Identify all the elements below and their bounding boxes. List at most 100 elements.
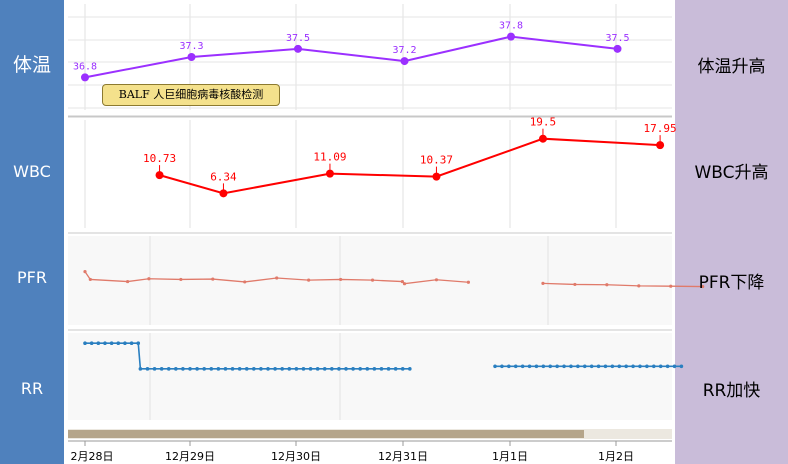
rr-point: [244, 367, 249, 371]
rr-point: [386, 367, 391, 371]
x-tick-label: 1月2日: [598, 450, 634, 463]
rr-point: [322, 367, 327, 371]
rr-point: [645, 364, 649, 369]
pfr-point: [573, 282, 577, 287]
rr-point: [209, 367, 214, 371]
pfr-point: [275, 276, 279, 280]
rr-point: [555, 364, 559, 369]
rr-point: [308, 367, 313, 371]
rr-point: [259, 367, 263, 371]
rr-point: [672, 364, 677, 369]
x-tick-label: 1月1日: [492, 450, 528, 463]
rr-point: [548, 364, 553, 369]
temp-point-12月31日: [400, 57, 409, 66]
wbc-point-5: [656, 141, 665, 150]
pfr-point: [637, 284, 641, 288]
rr-point: [493, 364, 497, 369]
rr-point: [152, 367, 157, 371]
rr-point: [96, 341, 101, 346]
trend-label-wbc: WBC升高: [694, 163, 769, 183]
rr-point: [123, 341, 127, 346]
rr-point: [393, 367, 398, 371]
temp-data-label: 37.5: [605, 33, 629, 44]
rr-point: [145, 367, 150, 371]
rr-point: [159, 367, 164, 371]
right-trend-column: [675, 0, 788, 464]
rr-point: [344, 367, 348, 371]
rr-point: [216, 367, 221, 371]
temp-data-label: 37.3: [179, 41, 203, 52]
rr-point: [500, 364, 504, 369]
pfr-point: [126, 279, 130, 284]
wbc-point-1: [219, 189, 228, 198]
rr-point: [596, 364, 601, 369]
temp-data-label: 37.5: [286, 33, 310, 44]
trend-label-temp: 体温升高: [697, 57, 766, 77]
left-label-column: [0, 0, 64, 464]
rr-point: [188, 367, 192, 371]
rr-point: [301, 367, 306, 371]
rr-point: [562, 364, 566, 369]
rr-point: [631, 364, 635, 369]
wbc-data-label: 11.09: [313, 151, 346, 164]
wbc-point-0: [155, 171, 164, 180]
wbc-data-label: 19.5: [530, 116, 557, 129]
rr-point: [174, 367, 178, 371]
pfr-point: [434, 278, 439, 282]
pfr-point: [147, 277, 151, 281]
rr-point: [252, 367, 256, 371]
pfr-point: [400, 279, 404, 284]
rr-point: [129, 341, 134, 346]
temp-data-label: 37.2: [392, 45, 416, 56]
row-label-temp: 体温: [12, 54, 51, 76]
rr-point: [365, 367, 370, 371]
row-label-rr: RR: [20, 379, 44, 398]
rr-point: [136, 341, 141, 346]
rr-point: [83, 341, 87, 346]
x-tick-label: 12月31日: [378, 450, 428, 463]
rr-point: [541, 364, 546, 369]
rr-point: [89, 341, 94, 346]
rr-point: [527, 364, 532, 369]
pfr-series-line-1: [542, 282, 703, 288]
wbc-point-2: [325, 169, 334, 178]
rr-point: [408, 367, 412, 371]
x-tick-label: 12月30日: [271, 450, 321, 463]
rr-point: [103, 341, 107, 346]
pfr-point: [179, 277, 183, 282]
wbc-data-label: 17.95: [644, 122, 677, 135]
rr-point: [181, 367, 185, 371]
balf-annotation-badge[interactable]: BALF 人巨细胞病毒核酸检测: [102, 84, 280, 106]
x-tick-label: 2月28日: [71, 450, 114, 463]
temp-point-1月2日: [613, 44, 622, 53]
rr-point: [651, 364, 656, 369]
rr-point: [576, 364, 580, 369]
pfr-point: [541, 281, 545, 285]
wbc-point-3: [432, 172, 441, 181]
rr-point: [665, 364, 670, 369]
rr-point: [379, 367, 384, 371]
rr-point: [287, 367, 292, 371]
wbc-series-line: [159, 137, 661, 195]
pfr-point: [243, 280, 247, 284]
trend-label-pfr: PFR下降: [698, 273, 765, 293]
rr-point: [166, 367, 171, 371]
pfr-point: [402, 282, 407, 286]
rr-point: [195, 367, 199, 371]
rr-point: [109, 341, 114, 346]
rr-point: [513, 364, 518, 369]
wbc-point-4: [538, 134, 547, 143]
rr-point: [658, 364, 663, 369]
pfr-point: [701, 284, 705, 289]
pfr-point: [88, 277, 92, 282]
rr-point: [294, 367, 299, 371]
rr-point: [507, 364, 511, 369]
rr-panel-bg: [68, 333, 672, 420]
pfr-point: [669, 284, 673, 288]
pfr-point: [370, 278, 375, 282]
rr-point: [358, 367, 362, 371]
pfr-point: [83, 270, 87, 274]
rr-point: [582, 364, 587, 369]
temp-point-1月1日: [507, 32, 515, 41]
